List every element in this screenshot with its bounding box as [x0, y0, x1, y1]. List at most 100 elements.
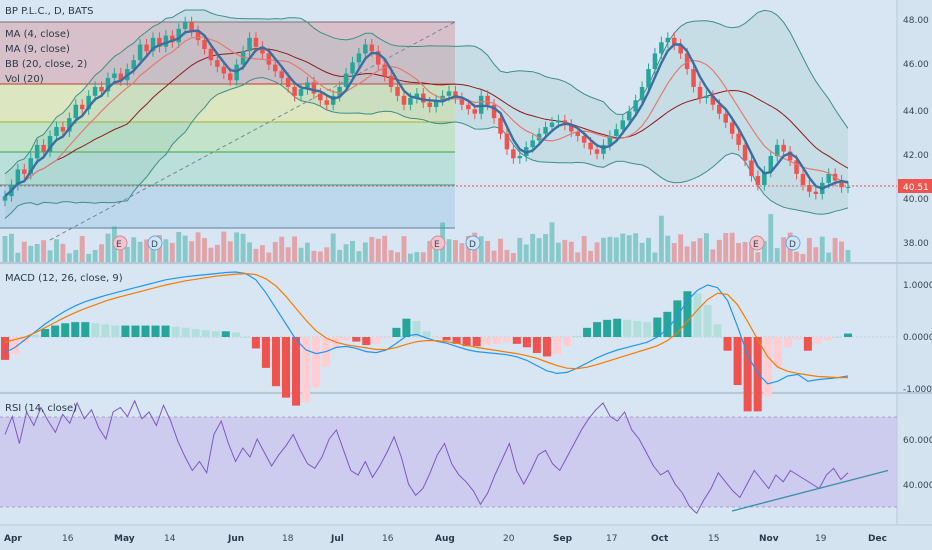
candle-body	[99, 86, 104, 92]
candle-body	[318, 93, 323, 101]
event-earnings-3[interactable]: E	[749, 235, 765, 251]
volume-bar	[382, 235, 388, 262]
event-earnings-1[interactable]: E	[112, 235, 128, 251]
candle-body	[774, 144, 780, 157]
price-axis[interactable]: 48.00 46.00 44.00 42.00 40.00 38.00	[903, 16, 929, 249]
volume-bar	[189, 241, 195, 262]
volume-bar	[800, 253, 806, 262]
rsi-tick-40: 40.0000	[903, 481, 932, 491]
fib-retracement[interactable]	[0, 21, 456, 241]
candle-body	[813, 191, 819, 194]
macd-legend[interactable]: MACD (12, 26, close, 9)	[5, 273, 123, 284]
macd-histogram-bar	[522, 337, 531, 348]
candle-body	[41, 144, 46, 152]
macd-histogram-bar	[171, 326, 180, 337]
volume-bar	[459, 243, 465, 262]
candle-body	[150, 37, 156, 52]
macd-histogram-bar	[532, 337, 541, 354]
macd-histogram-bar	[362, 337, 371, 346]
volume-bar	[317, 251, 323, 262]
volume-bar	[813, 247, 819, 262]
macd-axis[interactable]: 1.0000 0.0000 -1.0000	[903, 281, 932, 395]
volume-bar	[626, 235, 632, 262]
candle-body	[453, 91, 458, 99]
legend-ma4[interactable]: MA (4, close)	[5, 29, 70, 40]
rsi-legend[interactable]: RSI (14, close)	[5, 403, 77, 414]
event-dividend-3[interactable]: D	[785, 235, 801, 251]
macd-histogram-bar	[131, 325, 140, 337]
volume-bar	[729, 232, 735, 262]
macd-histogram-bar	[542, 337, 551, 357]
macd-histogram-bar	[342, 337, 351, 341]
time-axis[interactable]: Apr 16 May 14 Jun 18 Jul 16 Aug 20 Sep 17 Oct 15 Nov 19…	[4, 534, 887, 544]
volume-bar	[253, 248, 259, 262]
macd-histogram-bar	[0, 337, 10, 360]
event-earnings-2[interactable]: E	[430, 235, 446, 251]
legend-bb[interactable]: BB (20, close, 2)	[5, 59, 87, 70]
candle-body	[607, 135, 613, 145]
event-dividend-1[interactable]: D	[147, 235, 163, 251]
candle-body	[704, 95, 709, 99]
macd-histogram-bar	[101, 324, 110, 337]
price-tick-44: 44.00	[903, 107, 929, 117]
candle-body	[311, 82, 317, 94]
volume-bar	[601, 237, 606, 262]
time-tick-label: 19	[815, 534, 827, 544]
price-legend[interactable]: BP P.L.C., D, BATS MA (4, close) MA (9, …	[5, 6, 93, 85]
volume-bar	[234, 232, 240, 262]
volume-bar	[54, 239, 59, 262]
volume-bar	[639, 242, 645, 262]
macd-histogram-bar	[201, 330, 210, 337]
candle-body	[330, 95, 336, 105]
macd-histogram-bar	[181, 327, 190, 337]
volume-bar	[195, 232, 201, 262]
macd-histogram-bar	[562, 337, 572, 347]
volume-bar	[652, 252, 658, 262]
legend-ma9[interactable]: MA (9, close)	[5, 44, 70, 55]
macd-histogram-bar	[843, 333, 853, 337]
candle-body	[170, 35, 175, 43]
event-markers[interactable]: E D E D E D	[112, 235, 801, 251]
candle-body	[504, 133, 510, 150]
time-tick-label: Jun	[227, 534, 244, 544]
price-tick-40: 40.00	[903, 195, 929, 205]
candle-body	[826, 173, 831, 183]
volume-bar	[118, 239, 124, 262]
macd-histogram-bar	[462, 337, 471, 347]
volume-bar	[665, 235, 671, 262]
macd-line	[4, 271, 849, 385]
candle-body	[768, 156, 774, 172]
candle-body	[227, 73, 233, 81]
bb-upper-line	[4, 9, 849, 175]
event-dividend-2[interactable]: D	[465, 235, 481, 251]
volume-bar	[8, 233, 14, 262]
candles[interactable]	[2, 16, 851, 207]
volume-bar	[768, 214, 774, 262]
candle-body	[163, 35, 169, 47]
macd-histogram-bar	[733, 337, 742, 386]
candle-body	[73, 104, 79, 119]
macd-histogram-bar	[432, 337, 441, 339]
volume-bar	[658, 215, 664, 262]
candle-body	[646, 69, 651, 87]
volume-bar	[819, 236, 825, 262]
macd-histogram-bar	[191, 328, 200, 337]
candle-body	[511, 149, 516, 159]
volume-bar	[826, 252, 832, 262]
volume-bar	[620, 233, 626, 262]
volume-bar	[465, 235, 471, 262]
rsi-axis[interactable]: 60.0000 40.0000	[903, 436, 932, 491]
candle-body	[794, 160, 799, 174]
macd-histogram-bar	[382, 337, 391, 339]
volume-bar	[420, 252, 426, 262]
volume-bar	[375, 238, 381, 262]
time-tick-label: Oct	[651, 534, 669, 544]
candle-body	[717, 104, 722, 114]
volume-bar	[736, 242, 742, 262]
volume-bar	[581, 236, 587, 262]
macd-histogram-bar	[372, 337, 381, 344]
volume-bar	[21, 241, 27, 262]
legend-vol[interactable]: Vol (20)	[5, 74, 44, 85]
volume-bar	[755, 252, 761, 262]
